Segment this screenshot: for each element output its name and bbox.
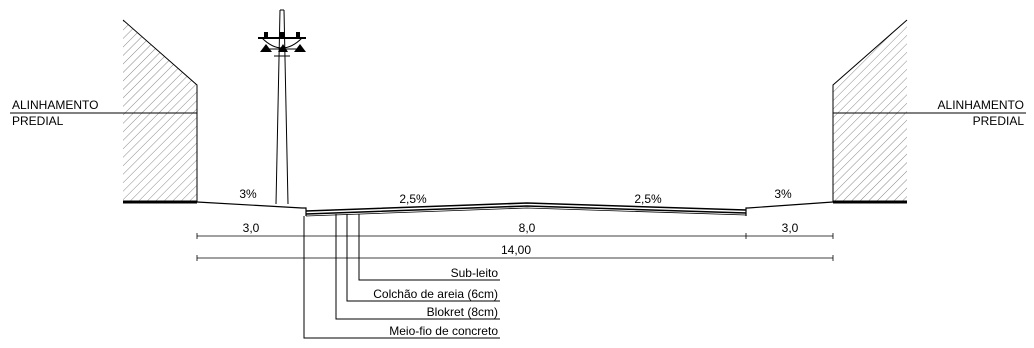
left-building (122, 19, 198, 204)
alignment-right-label-1: ALINHAMENTO (938, 98, 1024, 112)
callout-leaders (303, 214, 500, 339)
dimension-line-total (196, 255, 834, 261)
slope-road-right: 2,5% (634, 192, 662, 206)
insulator-icon (260, 32, 306, 52)
dim-road: 8,0 (519, 221, 536, 235)
callout-colchao-areia: Colchão de areia (6cm) (373, 287, 498, 301)
slope-road-left: 2,5% (399, 192, 427, 206)
dimension-line-segments (196, 233, 834, 239)
curb-right (745, 207, 748, 216)
alignment-left-label-1: ALINHAMENTO (12, 98, 98, 112)
right-building (832, 19, 908, 204)
callout-blokret: Blokret (8cm) (427, 305, 498, 319)
alignment-right-label-2: PREDIAL (973, 114, 1025, 128)
pavement (305, 202, 747, 217)
curb-left (302, 207, 307, 216)
callout-meio-fio: Meio-fio de concreto (389, 324, 498, 338)
callout-sub-leito: Sub-leito (451, 266, 499, 280)
sidewalk-left (196, 201, 303, 209)
alignment-left-label-2: PREDIAL (12, 114, 64, 128)
dim-sidewalk-right: 3,0 (782, 221, 799, 235)
slope-sidewalk-right: 3% (774, 187, 792, 201)
sidewalk-right (747, 201, 834, 209)
dim-total: 14,00 (501, 243, 531, 257)
utility-pole (258, 9, 306, 205)
slope-sidewalk-left: 3% (239, 187, 257, 201)
dim-sidewalk-left: 3,0 (243, 221, 260, 235)
